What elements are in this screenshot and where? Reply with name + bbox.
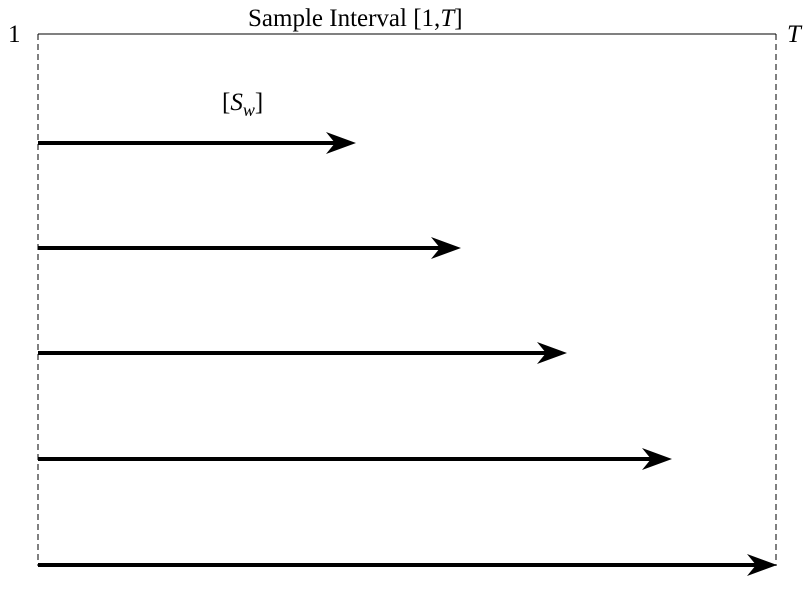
window-arrow-2 xyxy=(38,237,461,259)
interval-end-label: T xyxy=(787,21,801,48)
window-label-subscript: w xyxy=(242,100,255,120)
interval-title-prefix: Sample Interval [1, xyxy=(248,5,441,32)
interval-start-label: 1 xyxy=(8,21,21,48)
window-arrow-1 xyxy=(38,132,356,154)
interval-title-suffix: ] xyxy=(454,5,463,32)
interval-title: Sample Interval [1,T] xyxy=(248,6,463,31)
window-label-symbol: S xyxy=(230,89,243,116)
window-arrow-5 xyxy=(38,554,777,576)
window-label-close: ] xyxy=(254,89,264,116)
window-label: [Sw] xyxy=(222,89,264,119)
window-label-open: [ xyxy=(222,89,231,116)
window-arrow-4 xyxy=(38,448,672,470)
window-arrow-3 xyxy=(38,342,567,364)
interval-title-var: T xyxy=(440,5,455,32)
